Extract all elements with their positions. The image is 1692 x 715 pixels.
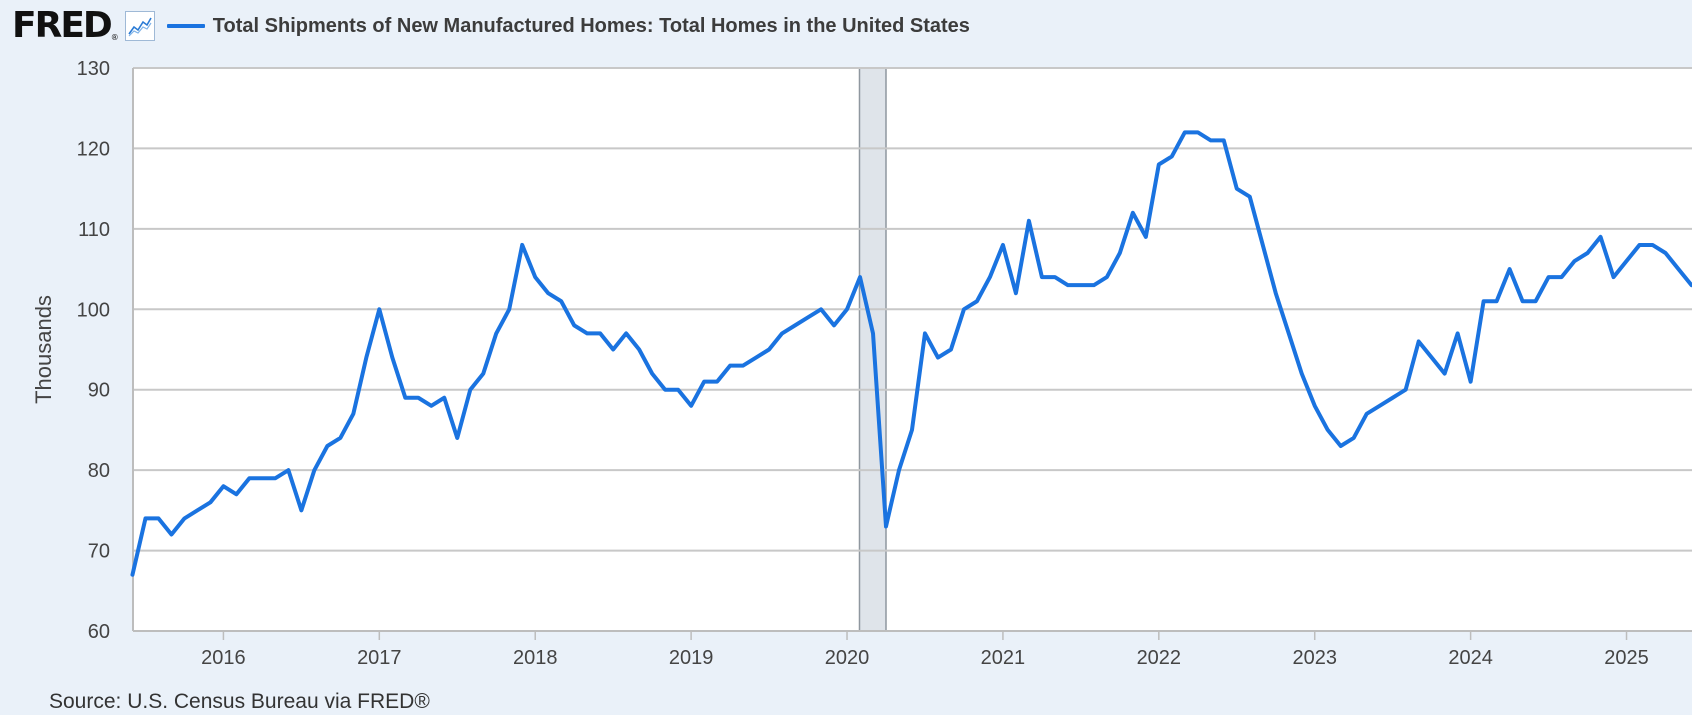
x-tick-label: 2024 [1448,647,1493,669]
y-tick-label: 120 [77,138,110,160]
x-tick-label: 2018 [513,647,558,669]
plot-area [133,68,1692,631]
line-chart-icon[interactable] [124,11,155,41]
series-line[interactable] [130,130,1692,577]
legend-swatch [166,24,205,28]
x-tick-label: 2025 [1604,647,1649,669]
legend-label[interactable]: Total Shipments of New Manufactured Home… [212,14,970,37]
y-axis-label: Thousands [31,295,56,404]
x-tick-label: 2023 [1292,647,1337,669]
x-tick-label: 2020 [825,647,870,669]
y-tick-label: 60 [88,621,110,643]
fred-logo[interactable]: FRED ® [12,5,119,46]
line-chart: 60 70 80 90 100 110 120 130 2016 2017 2018 2019 2020… [31,58,1692,669]
logo-registered-mark: ® [110,33,119,42]
y-tick-label: 90 [88,380,110,402]
y-tick-label: 70 [88,541,110,563]
x-tick-label: 2022 [1137,647,1182,669]
header: FRED ® Total Shipments of New Manufacture… [12,6,970,46]
x-tick-label: 2021 [981,647,1026,669]
source-note: Source: U.S. Census Bureau via FRED® [49,690,430,713]
y-tick-label: 80 [88,460,110,482]
logo-text: FRED [12,5,113,46]
x-tick-label: 2016 [201,647,246,669]
y-tick-label: 110 [78,219,110,241]
x-tick-label: 2017 [357,647,402,669]
y-tick-label: 130 [77,58,110,80]
x-tick-label: 2019 [669,647,714,669]
y-tick-label: 100 [77,299,110,321]
